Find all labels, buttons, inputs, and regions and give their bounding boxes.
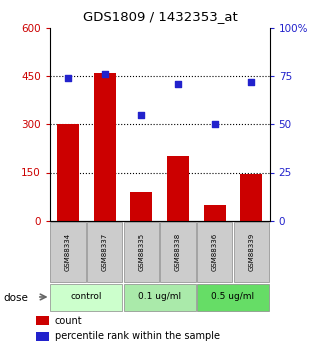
FancyBboxPatch shape [124,222,159,282]
Point [139,112,144,117]
Text: GSM88335: GSM88335 [138,233,144,271]
Bar [240,174,262,221]
Text: GDS1809 / 1432353_at: GDS1809 / 1432353_at [83,10,238,23]
FancyBboxPatch shape [160,222,195,282]
Point [65,75,71,81]
Bar [204,205,226,221]
Bar [167,156,189,221]
Text: 0.5 ug/ml: 0.5 ug/ml [212,293,255,302]
Bar [36,316,49,325]
Text: percentile rank within the sample: percentile rank within the sample [55,332,220,342]
Bar [36,332,49,341]
Text: GSM88338: GSM88338 [175,233,181,271]
Text: GSM88337: GSM88337 [102,233,108,271]
Bar [94,73,116,221]
FancyBboxPatch shape [87,222,122,282]
Bar [57,124,79,221]
FancyBboxPatch shape [50,222,86,282]
FancyBboxPatch shape [197,222,232,282]
Text: GSM88339: GSM88339 [248,233,254,271]
Point [249,79,254,85]
FancyBboxPatch shape [197,284,269,311]
Text: control: control [71,293,102,302]
Point [176,81,181,86]
Text: dose: dose [3,293,28,303]
FancyBboxPatch shape [234,222,269,282]
Text: GSM88334: GSM88334 [65,233,71,271]
Text: count: count [55,316,82,326]
Text: 0.1 ug/ml: 0.1 ug/ml [138,293,181,302]
FancyBboxPatch shape [50,284,122,311]
Point [212,121,217,127]
Text: GSM88336: GSM88336 [212,233,218,271]
Bar [130,192,152,221]
Point [102,71,107,77]
FancyBboxPatch shape [124,284,195,311]
